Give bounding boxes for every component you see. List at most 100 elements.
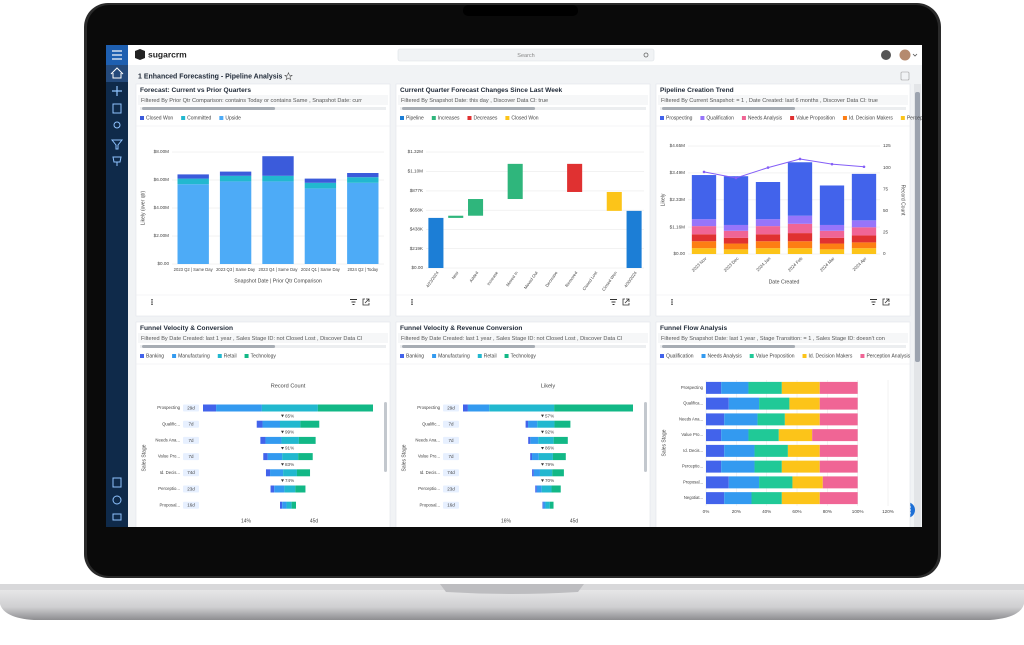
filter-scroll-thumb[interactable] — [142, 345, 276, 348]
more-dot[interactable] — [151, 299, 153, 301]
avatar-caret[interactable] — [912, 53, 918, 57]
legend-label: Value Proposition — [756, 354, 795, 360]
dashboard-menu[interactable] — [900, 71, 910, 81]
stack-icon[interactable] — [112, 513, 122, 521]
sidebar[interactable] — [106, 45, 128, 527]
more-dot[interactable] — [151, 301, 153, 303]
dashlet-title: Forecast: Current vs Prior Quarters — [140, 87, 251, 94]
more-dot[interactable] — [411, 299, 413, 301]
days-label: 23d — [187, 486, 195, 491]
waterfall-bar — [428, 217, 444, 268]
funnel-segment — [280, 501, 283, 509]
bar-segment — [304, 178, 337, 183]
days-badge — [183, 485, 199, 493]
funnel-segment — [282, 453, 299, 461]
help-icon[interactable] — [112, 495, 122, 505]
add-icon[interactable] — [112, 86, 122, 96]
bar-segment — [755, 226, 781, 235]
y-tick-label: $1.16M — [670, 224, 685, 229]
filter-nav-icon[interactable] — [110, 139, 124, 150]
report-icon[interactable] — [112, 103, 122, 114]
more-dot[interactable] — [671, 299, 673, 301]
filter-bg — [658, 95, 908, 105]
days-badge — [443, 485, 459, 493]
bar-segment — [691, 241, 717, 249]
filter-scroll-thumb[interactable] — [662, 345, 796, 348]
funnel-segment — [298, 436, 316, 444]
funnel-segment — [533, 469, 540, 477]
chart-title: Record Count — [271, 383, 306, 389]
legend-swatch — [660, 354, 664, 358]
filter-scroll-thumb[interactable] — [142, 107, 276, 110]
funnel-scroll[interactable] — [384, 402, 387, 472]
x-tick-label: 40% — [762, 509, 771, 514]
bar-segment — [787, 215, 813, 224]
export-icon[interactable] — [362, 298, 370, 306]
y-tick-label: $3.49M — [670, 170, 685, 175]
contact-icon[interactable] — [113, 121, 121, 129]
bar-segment — [691, 248, 717, 254]
export-icon[interactable] — [622, 298, 630, 306]
bar-segment — [304, 188, 337, 264]
funnel-segment — [532, 469, 534, 477]
days-badge — [443, 469, 459, 477]
funnel-segment — [281, 436, 299, 444]
days-label: 7d — [188, 454, 194, 459]
more-dot[interactable] — [671, 303, 673, 306]
days-badge — [183, 501, 199, 509]
filter-scroll-thumb[interactable] — [402, 345, 536, 348]
page-scroll-thumb[interactable] — [915, 92, 920, 362]
conversion-arrow — [281, 414, 284, 418]
bar-segment — [819, 492, 858, 505]
doc-icon[interactable] — [112, 477, 122, 488]
x-tick-label: New — [451, 270, 460, 281]
bar-segment — [755, 248, 781, 254]
y-tick-label: Needs Ana... — [679, 416, 703, 421]
stage-label: Proposal... — [419, 502, 440, 507]
export-icon[interactable] — [882, 298, 890, 306]
bar-segment — [781, 381, 820, 394]
days-label: 74d — [187, 470, 195, 475]
bar-segment — [784, 413, 820, 426]
footer-conversion: 14% — [241, 518, 252, 524]
favorite-star[interactable] — [284, 71, 293, 81]
legend-swatch — [700, 116, 705, 120]
filter-scroll-thumb[interactable] — [662, 107, 796, 110]
avatar[interactable] — [899, 49, 911, 61]
funnel-segment — [535, 485, 537, 493]
search-box[interactable] — [397, 48, 655, 62]
filter-text: Filtered By Prior Qtr Comparison: contai… — [141, 98, 362, 104]
more-dot[interactable] — [151, 303, 153, 306]
more-dot[interactable] — [411, 301, 413, 303]
legend-swatch — [741, 116, 746, 120]
home-nav[interactable] — [106, 65, 128, 82]
count-point — [702, 170, 706, 174]
trophy-icon[interactable] — [112, 156, 122, 166]
dashlet-title: Funnel Velocity & Revenue Conversion — [400, 325, 522, 332]
filter-icon[interactable] — [610, 299, 617, 305]
search-icon[interactable] — [643, 52, 649, 58]
bar-segment — [723, 176, 749, 225]
legend-label: Qualification — [666, 354, 694, 360]
days-label: 16d — [187, 503, 195, 508]
more-dot[interactable] — [671, 301, 673, 303]
bar-segment — [304, 182, 337, 189]
bar-segment — [706, 397, 729, 410]
filter-icon[interactable] — [870, 299, 877, 305]
bar-segment — [724, 413, 758, 426]
bar-segment — [787, 233, 813, 242]
filter-scroll-thumb[interactable] — [402, 107, 536, 110]
conversion-arrow — [281, 479, 284, 482]
bar-segment — [781, 460, 820, 473]
dashlet-title: Funnel Velocity & Conversion — [140, 325, 233, 332]
y-tick-label: Perceptio... — [682, 464, 703, 469]
logo: sugarcrm — [148, 49, 187, 59]
bar-segment — [347, 182, 379, 264]
more-dot[interactable] — [411, 303, 413, 306]
filter-text: Filtered By Current Snapshot: = 1 , Date… — [661, 98, 878, 104]
notifications[interactable] — [881, 50, 891, 60]
filter-icon[interactable] — [350, 299, 357, 305]
bar-segment — [755, 241, 781, 249]
funnel-scroll[interactable] — [644, 402, 647, 472]
